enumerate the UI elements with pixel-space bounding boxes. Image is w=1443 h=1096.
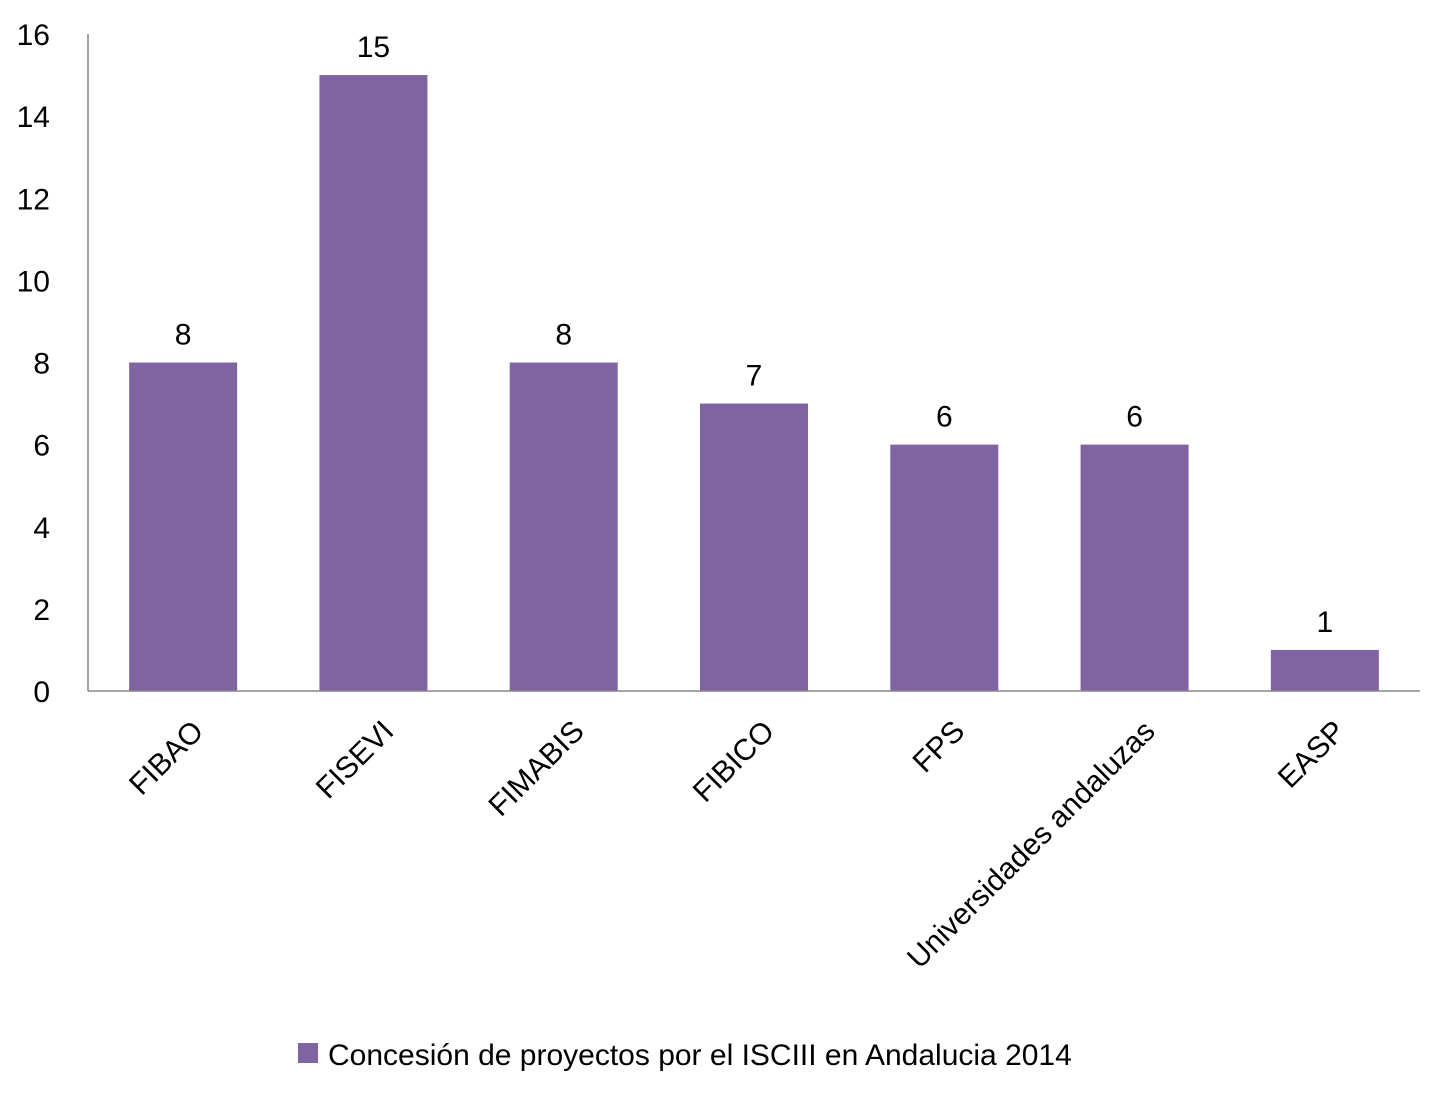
y-tick-label-1: 2 — [33, 594, 50, 627]
category-label-6: EASP — [1272, 715, 1352, 795]
axis-layer — [87, 34, 1420, 692]
bar-2 — [509, 362, 618, 691]
bar-1 — [319, 75, 428, 691]
y-tick-label-4: 8 — [33, 348, 50, 381]
bar-3 — [700, 403, 808, 691]
data-label-0: 8 — [175, 319, 192, 352]
data-label-6: 1 — [1317, 606, 1334, 639]
y-tick-label-5: 10 — [17, 265, 50, 298]
category-label-4: FPS — [907, 715, 972, 780]
category-label-3: FIBICO — [687, 715, 781, 809]
data-labels: 8 15 8 7 6 6 1 — [175, 31, 1333, 639]
data-label-2: 8 — [555, 319, 572, 352]
bar-5 — [1080, 444, 1189, 691]
data-label-4: 6 — [936, 401, 953, 434]
bar-4 — [890, 444, 999, 691]
data-label-3: 7 — [746, 360, 763, 393]
legend-label: Concesión de proyectos por el ISCIII en … — [328, 1039, 1072, 1072]
y-tick-labels: 0 2 4 6 8 10 12 14 16 — [17, 19, 50, 709]
bar-6 — [1270, 649, 1379, 691]
category-label-0: FIBAO — [123, 715, 210, 802]
bars-layer — [129, 75, 1379, 691]
y-tick-label-2: 4 — [33, 512, 50, 545]
category-labels: FIBAO FISEVI FIMABIS FIBICO FPSUniversidades… — [123, 715, 1352, 975]
legend: Concesión de proyectos por el ISCIII en … — [298, 1039, 1072, 1072]
y-tick-label-0: 0 — [33, 676, 50, 709]
bar-0 — [129, 362, 238, 691]
data-label-1: 15 — [357, 31, 390, 64]
category-label-1: FISEVI — [310, 715, 401, 806]
legend-swatch — [298, 1043, 318, 1063]
data-label-5: 6 — [1126, 401, 1143, 434]
y-tick-label-6: 12 — [17, 183, 50, 216]
category-label-2: FIMABIS — [482, 715, 590, 823]
y-tick-label-3: 6 — [33, 430, 50, 463]
y-tick-label-7: 14 — [17, 101, 50, 134]
y-tick-label-8: 16 — [17, 19, 50, 52]
